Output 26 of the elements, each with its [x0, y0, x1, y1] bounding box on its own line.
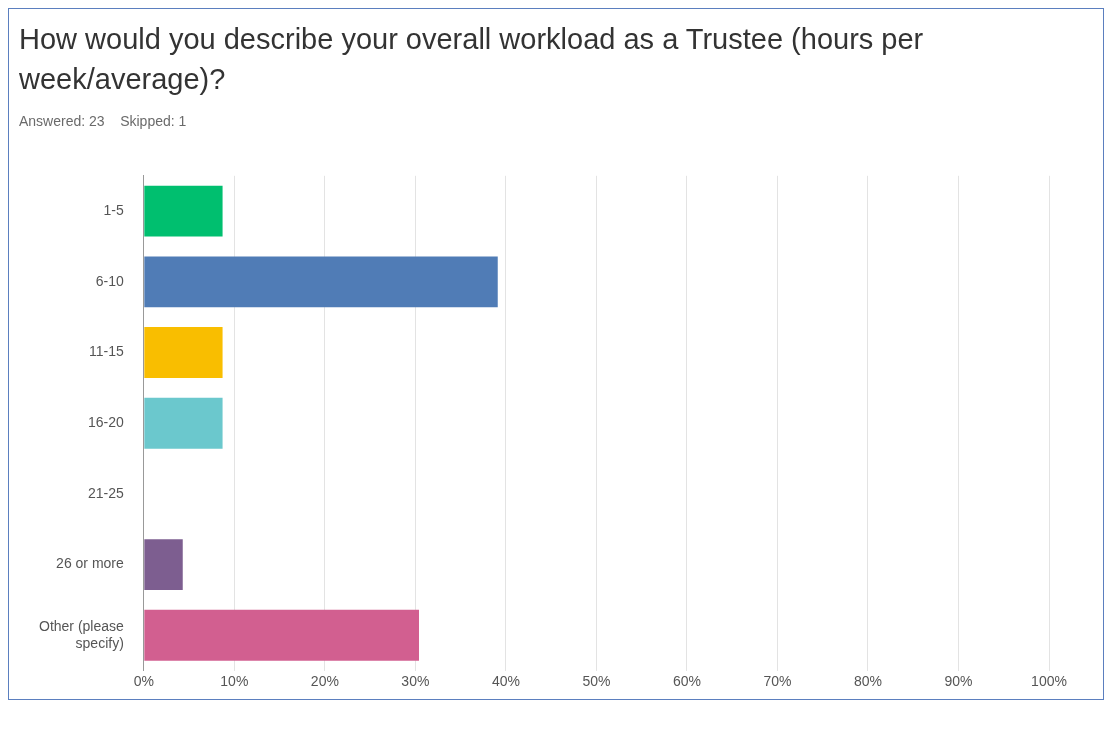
- y-tick-label: Other (please specify): [38, 617, 125, 651]
- bar: [144, 256, 498, 308]
- y-tick-label: 21-25: [88, 484, 125, 501]
- x-tick-label: 70%: [763, 672, 792, 689]
- x-tick-label: 50%: [582, 672, 611, 689]
- x-tick-label: 30%: [401, 672, 430, 689]
- bar: [144, 397, 223, 449]
- y-tick-label: 6-10: [95, 272, 125, 289]
- y-tick-label: 11-15: [89, 343, 125, 360]
- x-tick-label: 90%: [944, 672, 973, 689]
- x-tick-label: 20%: [310, 672, 339, 689]
- bar: [144, 539, 183, 591]
- bar: [144, 609, 419, 661]
- y-tick-label: 1-5: [103, 202, 125, 218]
- x-tick-label: 60%: [672, 672, 701, 689]
- bar: [144, 185, 223, 237]
- bar: [144, 327, 223, 378]
- x-tick-label: 100%: [1031, 672, 1067, 689]
- y-tick-label: 26 or more: [56, 555, 125, 572]
- chart-subtitle: Answered: 23 Skipped: 1: [19, 113, 188, 129]
- x-tick-label: 0%: [133, 672, 154, 689]
- y-tick-label: 16-20: [88, 414, 125, 431]
- chart-title: How would you describe your overall workload as a Trustee (hours per week/average)?: [19, 22, 925, 97]
- x-tick-label: 40%: [491, 672, 520, 689]
- x-tick-label: 80%: [853, 672, 882, 689]
- x-tick-label: 10%: [220, 672, 249, 689]
